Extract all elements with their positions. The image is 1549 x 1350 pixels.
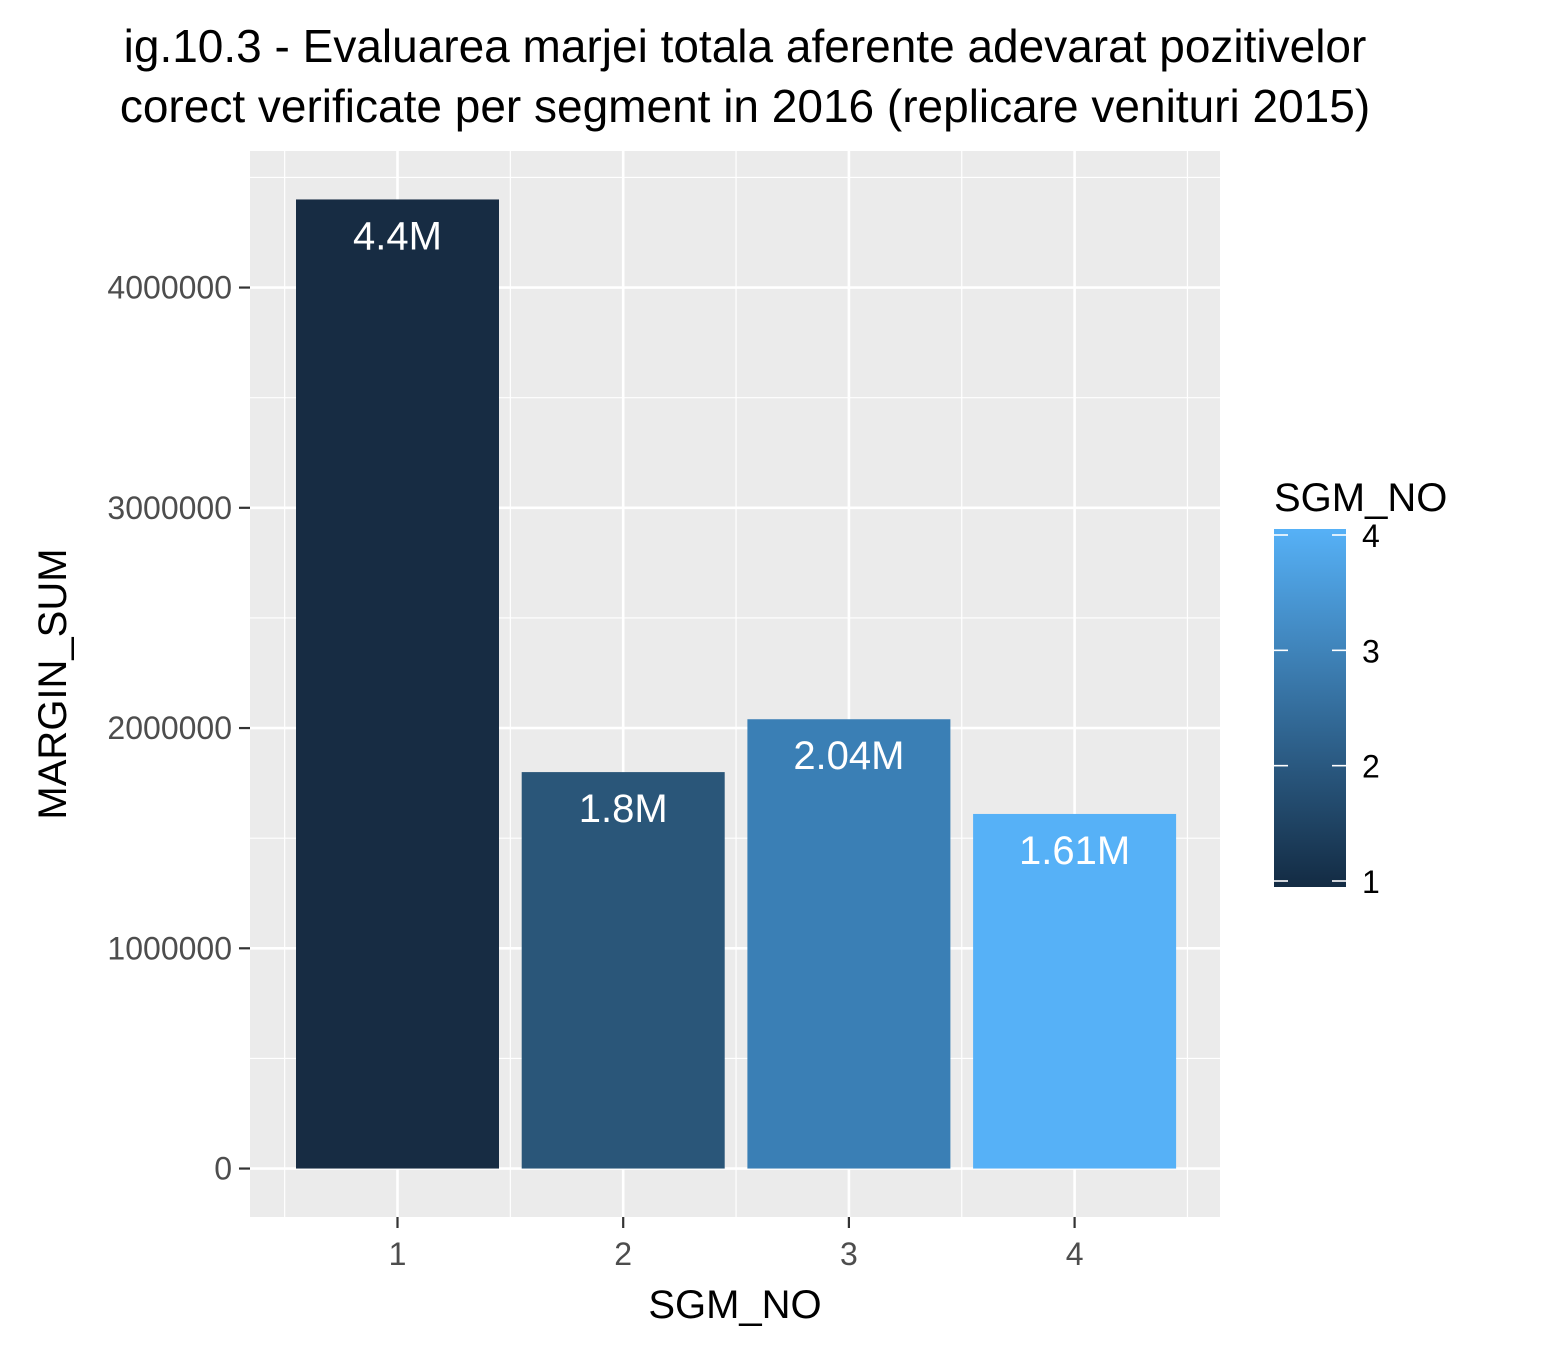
bar-1 [296, 199, 499, 1169]
legend-tick-label: 1 [1362, 864, 1380, 900]
y-axis: 0 1000000 2000000 3000000 4000000 [107, 270, 250, 1187]
legend-colorbar [1274, 529, 1346, 887]
legend-title: SGM_NO [1274, 476, 1447, 520]
y-tick-label: 3000000 [107, 490, 232, 526]
y-tick-label: 0 [214, 1151, 232, 1187]
chart-title-line-1: ig.10.3 - Evaluarea marjei totala aferen… [124, 20, 1367, 72]
data-labels: 4.4M 1.8M 2.04M 1.61M [353, 214, 1130, 872]
x-tick-label: 3 [840, 1236, 858, 1272]
legend-tick-label: 2 [1362, 749, 1380, 785]
x-tick-label: 1 [389, 1236, 407, 1272]
legend-tick-label: 4 [1362, 518, 1380, 554]
x-tick-label: 4 [1066, 1236, 1084, 1272]
data-label-2: 1.8M [579, 787, 668, 831]
y-tick-label: 2000000 [107, 710, 232, 746]
legend-tick-label: 3 [1362, 633, 1380, 669]
bar-4 [973, 813, 1177, 1169]
data-label-3: 2.04M [793, 734, 904, 778]
x-tick-label: 2 [614, 1236, 632, 1272]
chart-title-line-2: corect verificate per segment in 2016 (r… [120, 80, 1370, 132]
data-label-4: 1.61M [1019, 829, 1130, 873]
y-axis-title: MARGIN_SUM [31, 548, 75, 819]
legend: SGM_NO 1 2 3 4 [1274, 476, 1447, 900]
x-axis: 1 2 3 4 [389, 1217, 1084, 1272]
bars [296, 199, 1177, 1169]
legend-ticks: 1 2 3 4 [1274, 518, 1380, 900]
bar-3 [747, 719, 951, 1169]
bar-2 [521, 772, 725, 1169]
data-label-1: 4.4M [353, 214, 442, 258]
y-tick-label: 1000000 [107, 930, 232, 966]
x-axis-title: SGM_NO [648, 1283, 821, 1327]
y-tick-label: 4000000 [107, 270, 232, 306]
chart-title: ig.10.3 - Evaluarea marjei totala aferen… [120, 20, 1370, 132]
